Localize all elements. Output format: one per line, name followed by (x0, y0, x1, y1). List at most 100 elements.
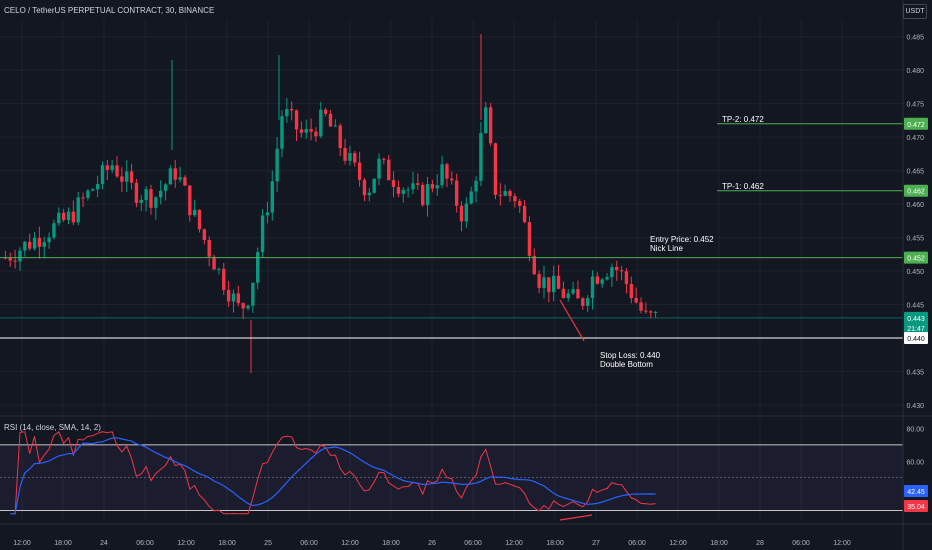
candle-body (600, 279, 604, 284)
candle-body (440, 164, 444, 186)
candle-body (173, 168, 177, 180)
entry-sublabel: Nick Line (650, 244, 683, 253)
candle-body (314, 131, 318, 137)
rsi-value-badge: 35.04 (907, 504, 925, 511)
candle-body (129, 171, 134, 183)
candle-body (323, 109, 328, 114)
candle-body (66, 211, 71, 220)
candle-body (115, 165, 119, 177)
candle-body (183, 177, 187, 186)
candle-body (479, 133, 483, 181)
levels (0, 123, 903, 342)
candle-body (634, 298, 638, 303)
candle-body (163, 184, 168, 191)
candle-body (435, 185, 439, 189)
candle-body (387, 159, 391, 181)
candle-body (503, 191, 507, 196)
price-tick-label: 0.430 (906, 403, 924, 410)
candle-body (537, 274, 541, 288)
candle-body (236, 293, 241, 304)
candle-body (372, 178, 376, 193)
currency-button[interactable]: USDT (903, 4, 927, 19)
candle-body (644, 310, 648, 312)
candle-body (561, 288, 566, 298)
candles (3, 34, 658, 373)
time-tick-label: 25 (264, 540, 272, 547)
candle-body (464, 203, 469, 222)
candle-body (639, 302, 643, 311)
rsi-line (10, 431, 656, 515)
time-tick-label: 06:00 (300, 540, 318, 547)
candle-body (547, 277, 551, 293)
candle-body (120, 176, 124, 182)
rsi-ma-value-badge-bg (904, 485, 928, 497)
candle-body (285, 109, 289, 117)
rsi-pane (0, 431, 903, 521)
stop-loss-sublabel: Double Bottom (600, 360, 653, 369)
candle-body (406, 189, 410, 191)
time-tick-label: 27 (592, 540, 600, 547)
candle-body (624, 271, 629, 284)
candle-body (551, 275, 556, 293)
candle-body (231, 293, 236, 302)
candle-body (188, 185, 192, 216)
candle-body (590, 276, 595, 299)
candle-body (357, 162, 362, 180)
candle-body (270, 181, 274, 213)
candle-body (474, 180, 478, 192)
rsi-band-fill (0, 444, 903, 511)
tp2-label: TP-2: 0.472 (722, 115, 764, 124)
candle-body (61, 212, 66, 220)
candle-body (251, 282, 255, 306)
price-tick-label: 0.455 (906, 236, 924, 243)
stop-loss-label: Stop Loss: 0.440 (600, 351, 661, 360)
candle-body (605, 277, 609, 280)
candle-body (333, 125, 338, 127)
price-tick-label: 0.485 (906, 35, 924, 42)
symbol-title[interactable]: CELO / TetherUS PERPETUAL CONTRACT, 30, … (4, 6, 215, 15)
time-tick-label: 28 (756, 540, 764, 547)
time-tick-label: 24 (100, 540, 108, 547)
candle-body (522, 205, 527, 223)
candle-body (154, 197, 158, 208)
tp2-price-badge-bg (904, 117, 928, 130)
time-tick-label: 12:00 (13, 540, 31, 547)
current-price-badge: 0.443 (907, 316, 925, 323)
rsi-ma-value-badge: 42.45 (907, 489, 925, 496)
candle-body (454, 180, 459, 206)
candle-body (556, 275, 561, 289)
candle-body (585, 298, 590, 306)
price-tick-label: 0.445 (906, 303, 924, 310)
candle-body (222, 268, 226, 290)
time-tick-label: 06:00 (628, 540, 646, 547)
candle-body (86, 190, 90, 198)
candle-body (125, 171, 129, 182)
candle-body (319, 109, 323, 137)
candle-body (328, 113, 333, 127)
candle-body (32, 237, 37, 249)
price-tick-label: 0.475 (906, 102, 924, 109)
price-tick-label: 0.465 (906, 169, 924, 176)
candle-body (168, 168, 173, 185)
candle-body (299, 129, 304, 133)
double-bottom-drawing (559, 299, 585, 342)
candle-body (217, 268, 221, 270)
candle-body (23, 241, 27, 251)
candle-body (95, 184, 100, 190)
candle-body (42, 242, 46, 247)
candle-body (396, 186, 401, 194)
rsi-tick-label: 60.00 (906, 459, 924, 466)
candle-body (595, 276, 600, 284)
candle-body (52, 223, 56, 238)
candle-body (377, 158, 381, 179)
time-tick-label: 12:00 (177, 540, 195, 547)
candle-body (294, 110, 299, 130)
candle-body (81, 197, 85, 199)
candle-body (338, 125, 342, 149)
price-tick-label: 0.435 (906, 369, 924, 376)
rsi-title[interactable]: RSI (14, close, SMA, 14, 2) (4, 423, 101, 432)
tp1-price-badge-bg (904, 184, 928, 197)
